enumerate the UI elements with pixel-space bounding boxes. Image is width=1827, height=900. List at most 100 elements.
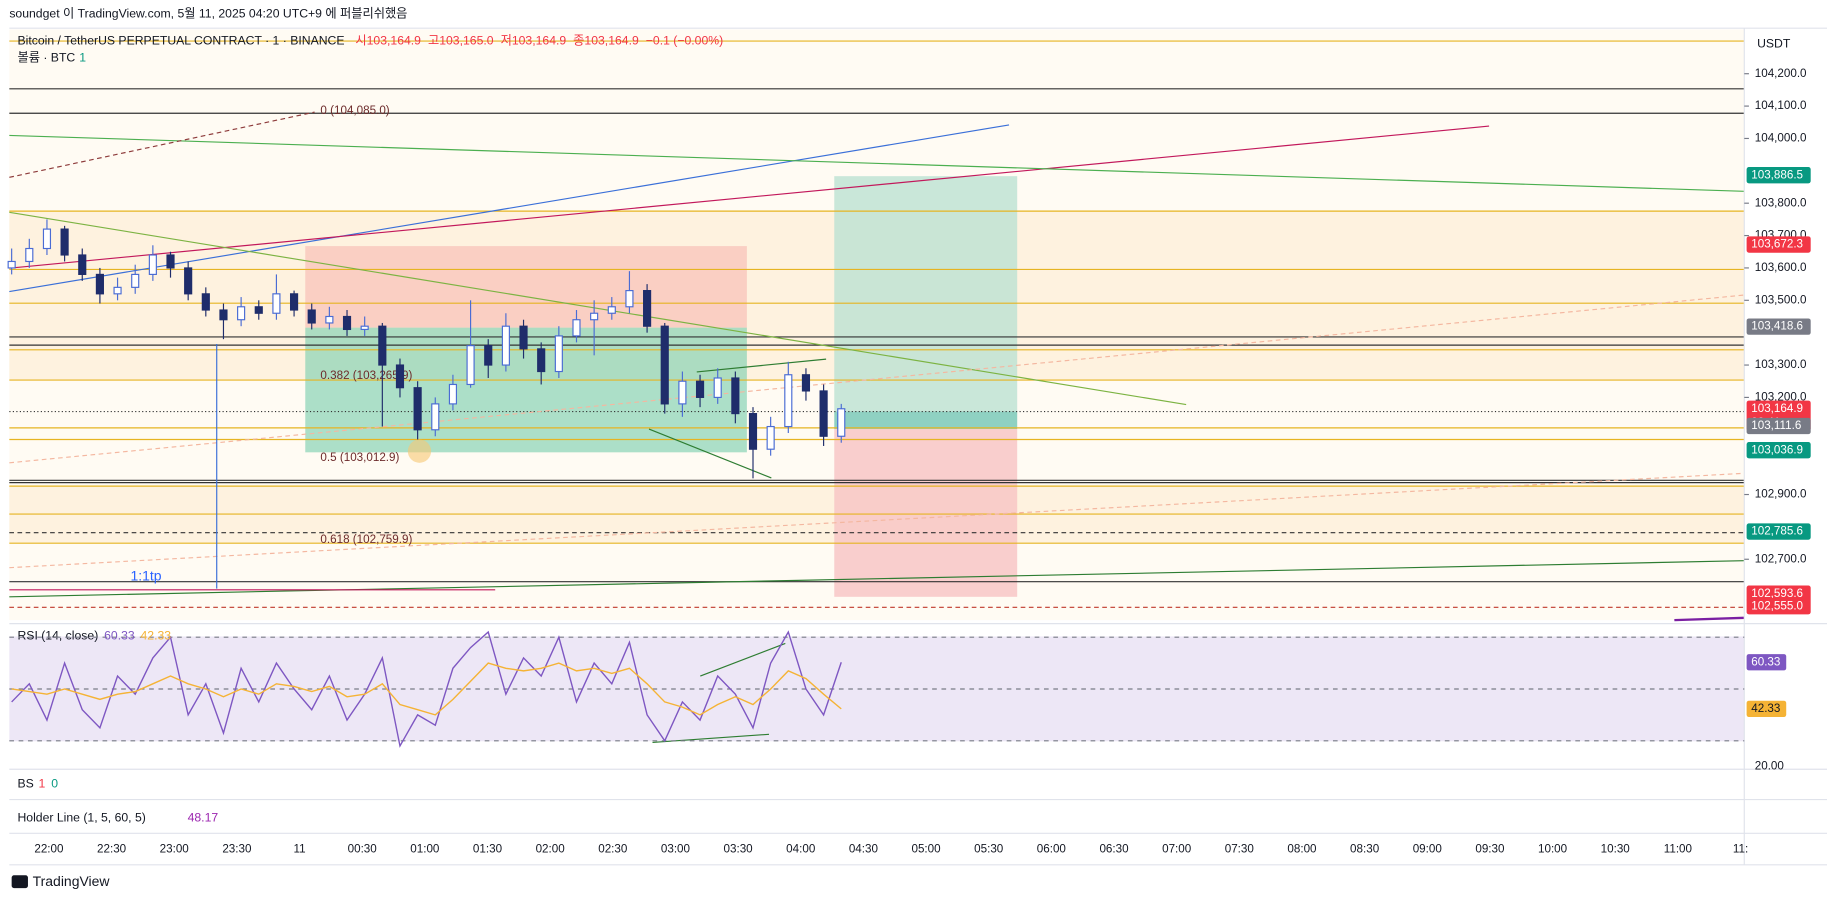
price-tag	[1746, 523, 1811, 540]
y-tick-label: 104,000.0	[1755, 132, 1807, 145]
bs-value: 0	[51, 777, 58, 791]
x-tick-label: 22:00	[34, 843, 64, 856]
y-tick-label: 102,900.0	[1755, 488, 1807, 501]
price-tag-label: 103,418.6	[1751, 320, 1803, 333]
rsi-title: RSI (14, close)	[17, 629, 98, 643]
price-tag	[1746, 598, 1811, 615]
x-tick-label: 23:30	[222, 843, 252, 856]
candle-body	[748, 413, 758, 450]
candle-body	[342, 315, 352, 331]
ohlc: −0.1 (−0.00%)	[646, 33, 723, 47]
candle-body	[607, 306, 616, 314]
candle-body	[537, 348, 546, 373]
rsi-tick-label: 20.00	[1755, 760, 1785, 773]
x-tick-label: 08:30	[1350, 843, 1380, 856]
candle-body	[201, 293, 210, 311]
ohlc: 종103,164.9	[573, 33, 639, 47]
x-tick-label: 11:00	[1664, 843, 1693, 856]
x-tick-label: 02:30	[598, 843, 628, 856]
candle-body	[148, 254, 157, 275]
price-tag-label: 102,785.6	[1751, 525, 1803, 538]
ohlc: 시103,164.9	[355, 33, 421, 47]
footer: TradingView	[33, 873, 111, 889]
bs-value: 1	[38, 777, 45, 791]
separators	[9, 27, 1827, 866]
x-tick-label: 02:00	[536, 843, 566, 856]
x-tick-label: 10:00	[1538, 843, 1568, 856]
candle-body	[501, 325, 510, 366]
candle-body	[113, 286, 122, 295]
candle-body	[237, 306, 246, 321]
x-tick-label: 09:30	[1475, 843, 1505, 856]
y-tick-label: 103,200.0	[1755, 390, 1807, 403]
x-tick-label: 08:00	[1287, 843, 1317, 856]
candle-body	[413, 387, 422, 431]
y-tick-label: 104,200.0	[1755, 67, 1807, 80]
candle-body	[272, 293, 281, 314]
candle-body	[766, 425, 775, 450]
x-tick-label: 10:30	[1601, 843, 1631, 856]
fib-label: 0.618 (102,759.9)	[320, 533, 412, 546]
candle-body	[184, 267, 193, 295]
candle-body	[784, 374, 793, 428]
price-tag	[1746, 236, 1811, 253]
rsi-tag	[1746, 700, 1787, 718]
x-tick-label: 01:00	[410, 843, 440, 856]
holder-label: Holder Line (1, 5, 60, 5)	[17, 810, 145, 824]
y-tick-label: 104,100.0	[1755, 99, 1807, 112]
candle-body	[731, 377, 740, 415]
candle-body	[819, 390, 828, 437]
candle-body	[590, 312, 599, 321]
candle-body	[219, 309, 228, 321]
price-tag-label: 102,555.0	[1751, 599, 1803, 612]
black-lines	[9, 88, 1745, 583]
candle-body	[678, 380, 687, 405]
x-tick-label: 05:30	[974, 843, 1004, 856]
candle-body	[254, 306, 263, 314]
marker	[407, 439, 432, 463]
candle-body	[660, 325, 669, 405]
rsi-title-value: 60.33	[104, 629, 135, 643]
candle-body	[307, 309, 316, 324]
y-tick-label: 103,800.0	[1755, 196, 1807, 209]
candle-body	[395, 364, 405, 389]
candle-body	[448, 383, 458, 405]
candle-body	[643, 290, 652, 327]
x-tick-label: 03:30	[724, 843, 754, 856]
y-tick-label: 103,500.0	[1755, 293, 1807, 306]
candle-body	[7, 260, 16, 269]
box	[305, 246, 747, 328]
rsi-tag-label: 42.33	[1751, 702, 1780, 715]
ohlc: 저103,164.9	[501, 33, 567, 47]
holder-value: 48.17	[188, 810, 219, 824]
x-tick-label: 06:00	[1037, 843, 1067, 856]
volume-value: 1	[79, 51, 86, 65]
candle-body	[572, 319, 581, 337]
y-tick-label: 103,300.0	[1755, 358, 1807, 371]
price-tag	[1746, 167, 1811, 184]
bs-label: BS	[17, 777, 33, 791]
fib-label: 0.5 (103,012.9)	[320, 451, 399, 464]
x-tick-label: 04:30	[849, 843, 879, 856]
h-lines	[9, 40, 1745, 544]
price-tag-label: 103,111.6	[1751, 419, 1801, 432]
candle-body	[78, 254, 87, 275]
rsi-title-value: 42.33	[141, 629, 172, 643]
x-tick-label: 11	[293, 843, 305, 856]
price-tag-label: 103,886.5	[1751, 168, 1803, 181]
candle-body	[325, 315, 334, 324]
price-tag	[1746, 417, 1811, 435]
ohlc: 고103,165.0	[428, 33, 494, 47]
x-tick-label: 00:30	[348, 843, 378, 856]
candle-body	[378, 325, 387, 366]
candle-body	[25, 247, 34, 263]
candle-body	[431, 403, 440, 431]
candle-body	[95, 273, 104, 295]
logo	[11, 875, 28, 889]
price-tag	[1746, 442, 1811, 459]
x-tick-label: 05:00	[911, 843, 941, 856]
x-tick-label: 01:30	[473, 843, 503, 856]
candle-body	[519, 325, 528, 350]
rsi-trend	[700, 642, 786, 677]
